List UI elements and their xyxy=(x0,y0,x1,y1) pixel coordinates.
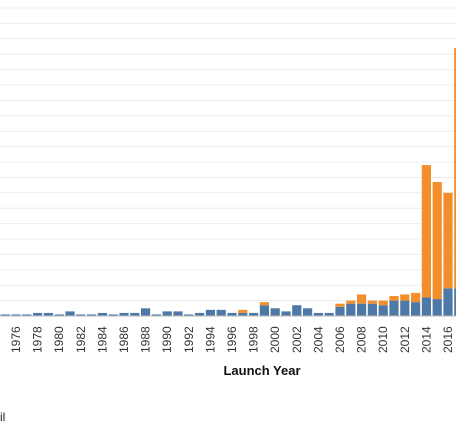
bar-2008-series-1[interactable] xyxy=(357,303,367,316)
bar-2009-series-2[interactable] xyxy=(367,300,377,304)
x-tick-label-1976: 1976 xyxy=(9,326,23,353)
gridlines xyxy=(0,7,456,317)
bar-1991-series-1[interactable] xyxy=(173,311,183,316)
bar-2017-series-1[interactable] xyxy=(454,288,456,316)
bar-1978-series-1[interactable] xyxy=(33,312,43,316)
bar-1999-series-1[interactable] xyxy=(259,305,269,316)
x-tick-label-2014: 2014 xyxy=(419,326,433,353)
x-tick-label-1994: 1994 xyxy=(203,326,217,353)
bar-2003-series-1[interactable] xyxy=(303,308,313,316)
x-tick-label-1998: 1998 xyxy=(247,326,261,353)
bar-2010-series-2[interactable] xyxy=(378,300,388,306)
x-tick-label-1984: 1984 xyxy=(95,326,109,353)
x-tick-label-1990: 1990 xyxy=(160,326,174,353)
bar-2006-series-2[interactable] xyxy=(335,303,345,307)
bar-2009-series-1[interactable] xyxy=(367,303,377,316)
bar-2013-series-2[interactable] xyxy=(411,292,421,303)
bars xyxy=(0,48,456,316)
x-tick-label-1980: 1980 xyxy=(52,326,66,353)
bar-2014-series-1[interactable] xyxy=(421,297,431,316)
x-tick-label-1988: 1988 xyxy=(139,326,153,353)
bar-2013-series-1[interactable] xyxy=(411,302,421,316)
bar-1984-series-1[interactable] xyxy=(97,312,107,316)
bar-1993-series-1[interactable] xyxy=(195,312,205,316)
x-tick-label-2000: 2000 xyxy=(268,326,282,353)
x-tick-label-1996: 1996 xyxy=(225,326,239,353)
bar-2007-series-1[interactable] xyxy=(346,303,356,316)
bar-1976-series-1[interactable] xyxy=(11,314,21,316)
x-tick-label-2006: 2006 xyxy=(333,326,347,353)
bar-2000-series-1[interactable] xyxy=(270,308,280,316)
bar-2008-series-2[interactable] xyxy=(357,294,367,304)
bar-1977-series-1[interactable] xyxy=(22,314,32,316)
footer-text: il xyxy=(0,410,6,424)
bar-1989-series-1[interactable] xyxy=(151,314,161,316)
bar-1983-series-1[interactable] xyxy=(87,314,97,316)
bar-2007-series-2[interactable] xyxy=(346,300,356,304)
bar-1995-series-1[interactable] xyxy=(216,309,226,316)
bar-2011-series-1[interactable] xyxy=(389,300,399,316)
bar-2017-series-2[interactable] xyxy=(454,48,456,289)
x-tick-label-1978: 1978 xyxy=(31,326,45,353)
x-tick-label-2010: 2010 xyxy=(376,326,390,353)
bar-2002-series-1[interactable] xyxy=(292,305,302,316)
bar-1987-series-1[interactable] xyxy=(130,312,140,316)
bar-1998-series-1[interactable] xyxy=(249,312,259,316)
x-tick-label-2012: 2012 xyxy=(398,326,412,353)
bar-1990-series-1[interactable] xyxy=(162,311,172,316)
bar-2004-series-1[interactable] xyxy=(313,312,323,316)
bar-1997-series-1[interactable] xyxy=(238,312,248,316)
bar-1994-series-1[interactable] xyxy=(205,309,215,316)
x-tick-label-1982: 1982 xyxy=(74,326,88,353)
bar-2001-series-1[interactable] xyxy=(281,311,291,316)
bar-1979-series-1[interactable] xyxy=(43,312,53,316)
bar-2011-series-2[interactable] xyxy=(389,295,399,301)
bar-2012-series-2[interactable] xyxy=(400,294,410,301)
bar-1999-series-2[interactable] xyxy=(259,302,269,306)
bar-1986-series-1[interactable] xyxy=(119,312,129,316)
x-tick-label-2004: 2004 xyxy=(311,326,325,353)
bar-2010-series-1[interactable] xyxy=(378,305,388,316)
bar-1997-series-2[interactable] xyxy=(238,309,248,313)
bar-1975-series-1[interactable] xyxy=(0,314,10,316)
x-tick-labels: 1976 1978 1980 1982 1984 1986 1988 1990 1992 1994… xyxy=(9,326,455,353)
bar-2006-series-1[interactable] xyxy=(335,306,345,316)
bar-1996-series-1[interactable] xyxy=(227,312,237,316)
x-tick-label-1992: 1992 xyxy=(182,326,196,353)
x-tick-label-2008: 2008 xyxy=(355,326,369,353)
bar-1982-series-1[interactable] xyxy=(76,314,86,316)
bar-1985-series-1[interactable] xyxy=(108,314,118,316)
bar-2015-series-2[interactable] xyxy=(432,182,442,300)
bar-1988-series-1[interactable] xyxy=(141,308,151,316)
bar-1992-series-1[interactable] xyxy=(184,314,194,316)
bar-2016-series-1[interactable] xyxy=(443,288,453,316)
bar-2016-series-2[interactable] xyxy=(443,192,453,289)
bar-2005-series-1[interactable] xyxy=(324,312,334,316)
bar-1981-series-1[interactable] xyxy=(65,311,75,316)
x-tick-label-1986: 1986 xyxy=(117,326,131,353)
bar-1980-series-1[interactable] xyxy=(54,314,64,316)
bar-2014-series-2[interactable] xyxy=(421,165,431,298)
x-tick-label-2016: 2016 xyxy=(441,326,455,353)
bar-2015-series-1[interactable] xyxy=(432,299,442,316)
x-axis-title: Launch Year xyxy=(223,363,300,378)
bar-2012-series-1[interactable] xyxy=(400,300,410,316)
x-tick-label-2002: 2002 xyxy=(290,326,304,353)
